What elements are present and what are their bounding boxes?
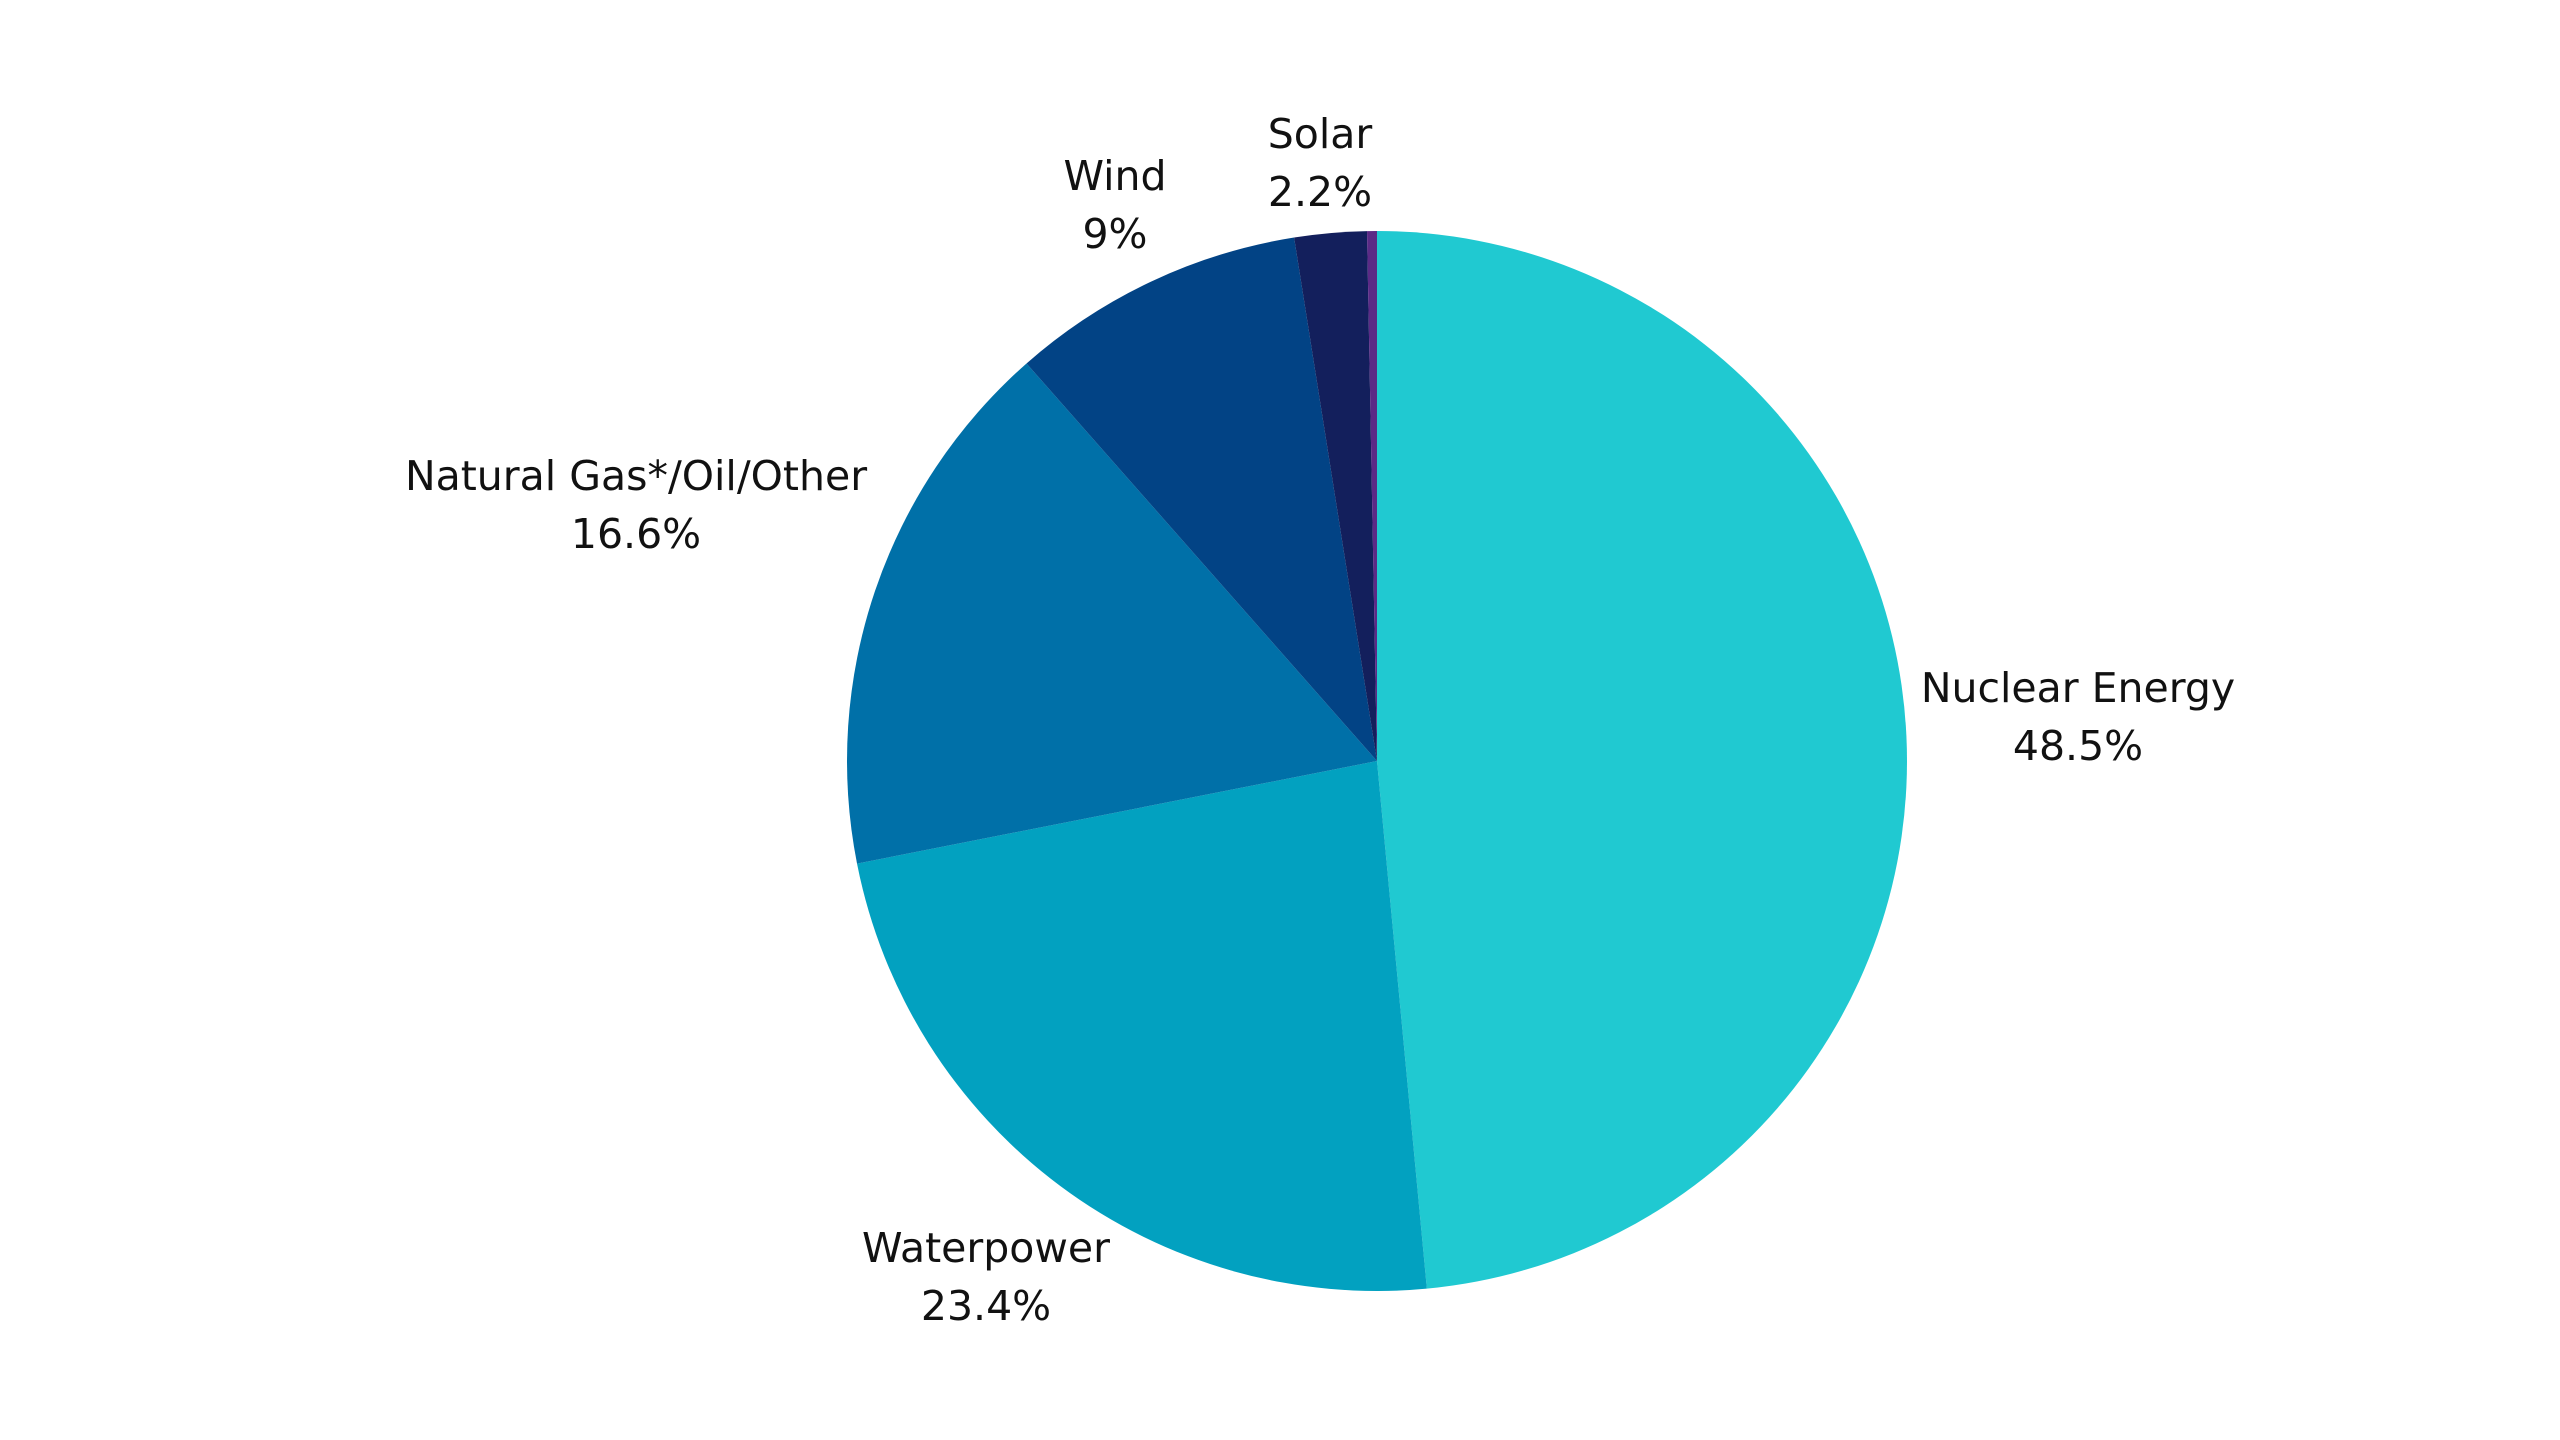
pie-slice-wind (1026, 237, 1377, 762)
slice-label-value: 2.2% (1268, 168, 1372, 216)
pie-slice-natural-gas-oil-other (847, 363, 1377, 864)
slice-label-natural-gas-oil-other: Natural Gas*/Oil/Other 16.6% (405, 452, 867, 558)
pie-slice-waterpower (857, 761, 1427, 1291)
slice-label-waterpower: Waterpower 23.4% (862, 1224, 1110, 1330)
slice-label-value: 9% (1082, 210, 1147, 258)
pie-slice-other (1367, 231, 1377, 761)
slice-label-value: 23.4% (921, 1282, 1051, 1330)
slice-label-name: Wind (1063, 152, 1166, 200)
pie-slice-solar (1294, 231, 1377, 762)
slice-label-name: Natural Gas*/Oil/Other (405, 452, 867, 500)
slice-label-wind: Wind 9% (1063, 152, 1166, 258)
slice-label-solar: Solar 2.2% (1268, 110, 1373, 216)
slice-label-value: 48.5% (2013, 722, 2143, 770)
slice-label-name: Waterpower (862, 1224, 1110, 1272)
pie-slices (847, 231, 1907, 1291)
pie-slice-nuclear-energy (1377, 231, 1907, 1289)
slice-labels: Nuclear Energy 48.5% Waterpower 23.4% Natura… (405, 110, 2235, 1330)
slice-label-name: Nuclear Energy (1921, 664, 2235, 712)
slice-label-value: 16.6% (571, 510, 701, 558)
slice-label-nuclear-energy: Nuclear Energy 48.5% (1921, 664, 2235, 770)
slice-label-name: Solar (1268, 110, 1373, 158)
